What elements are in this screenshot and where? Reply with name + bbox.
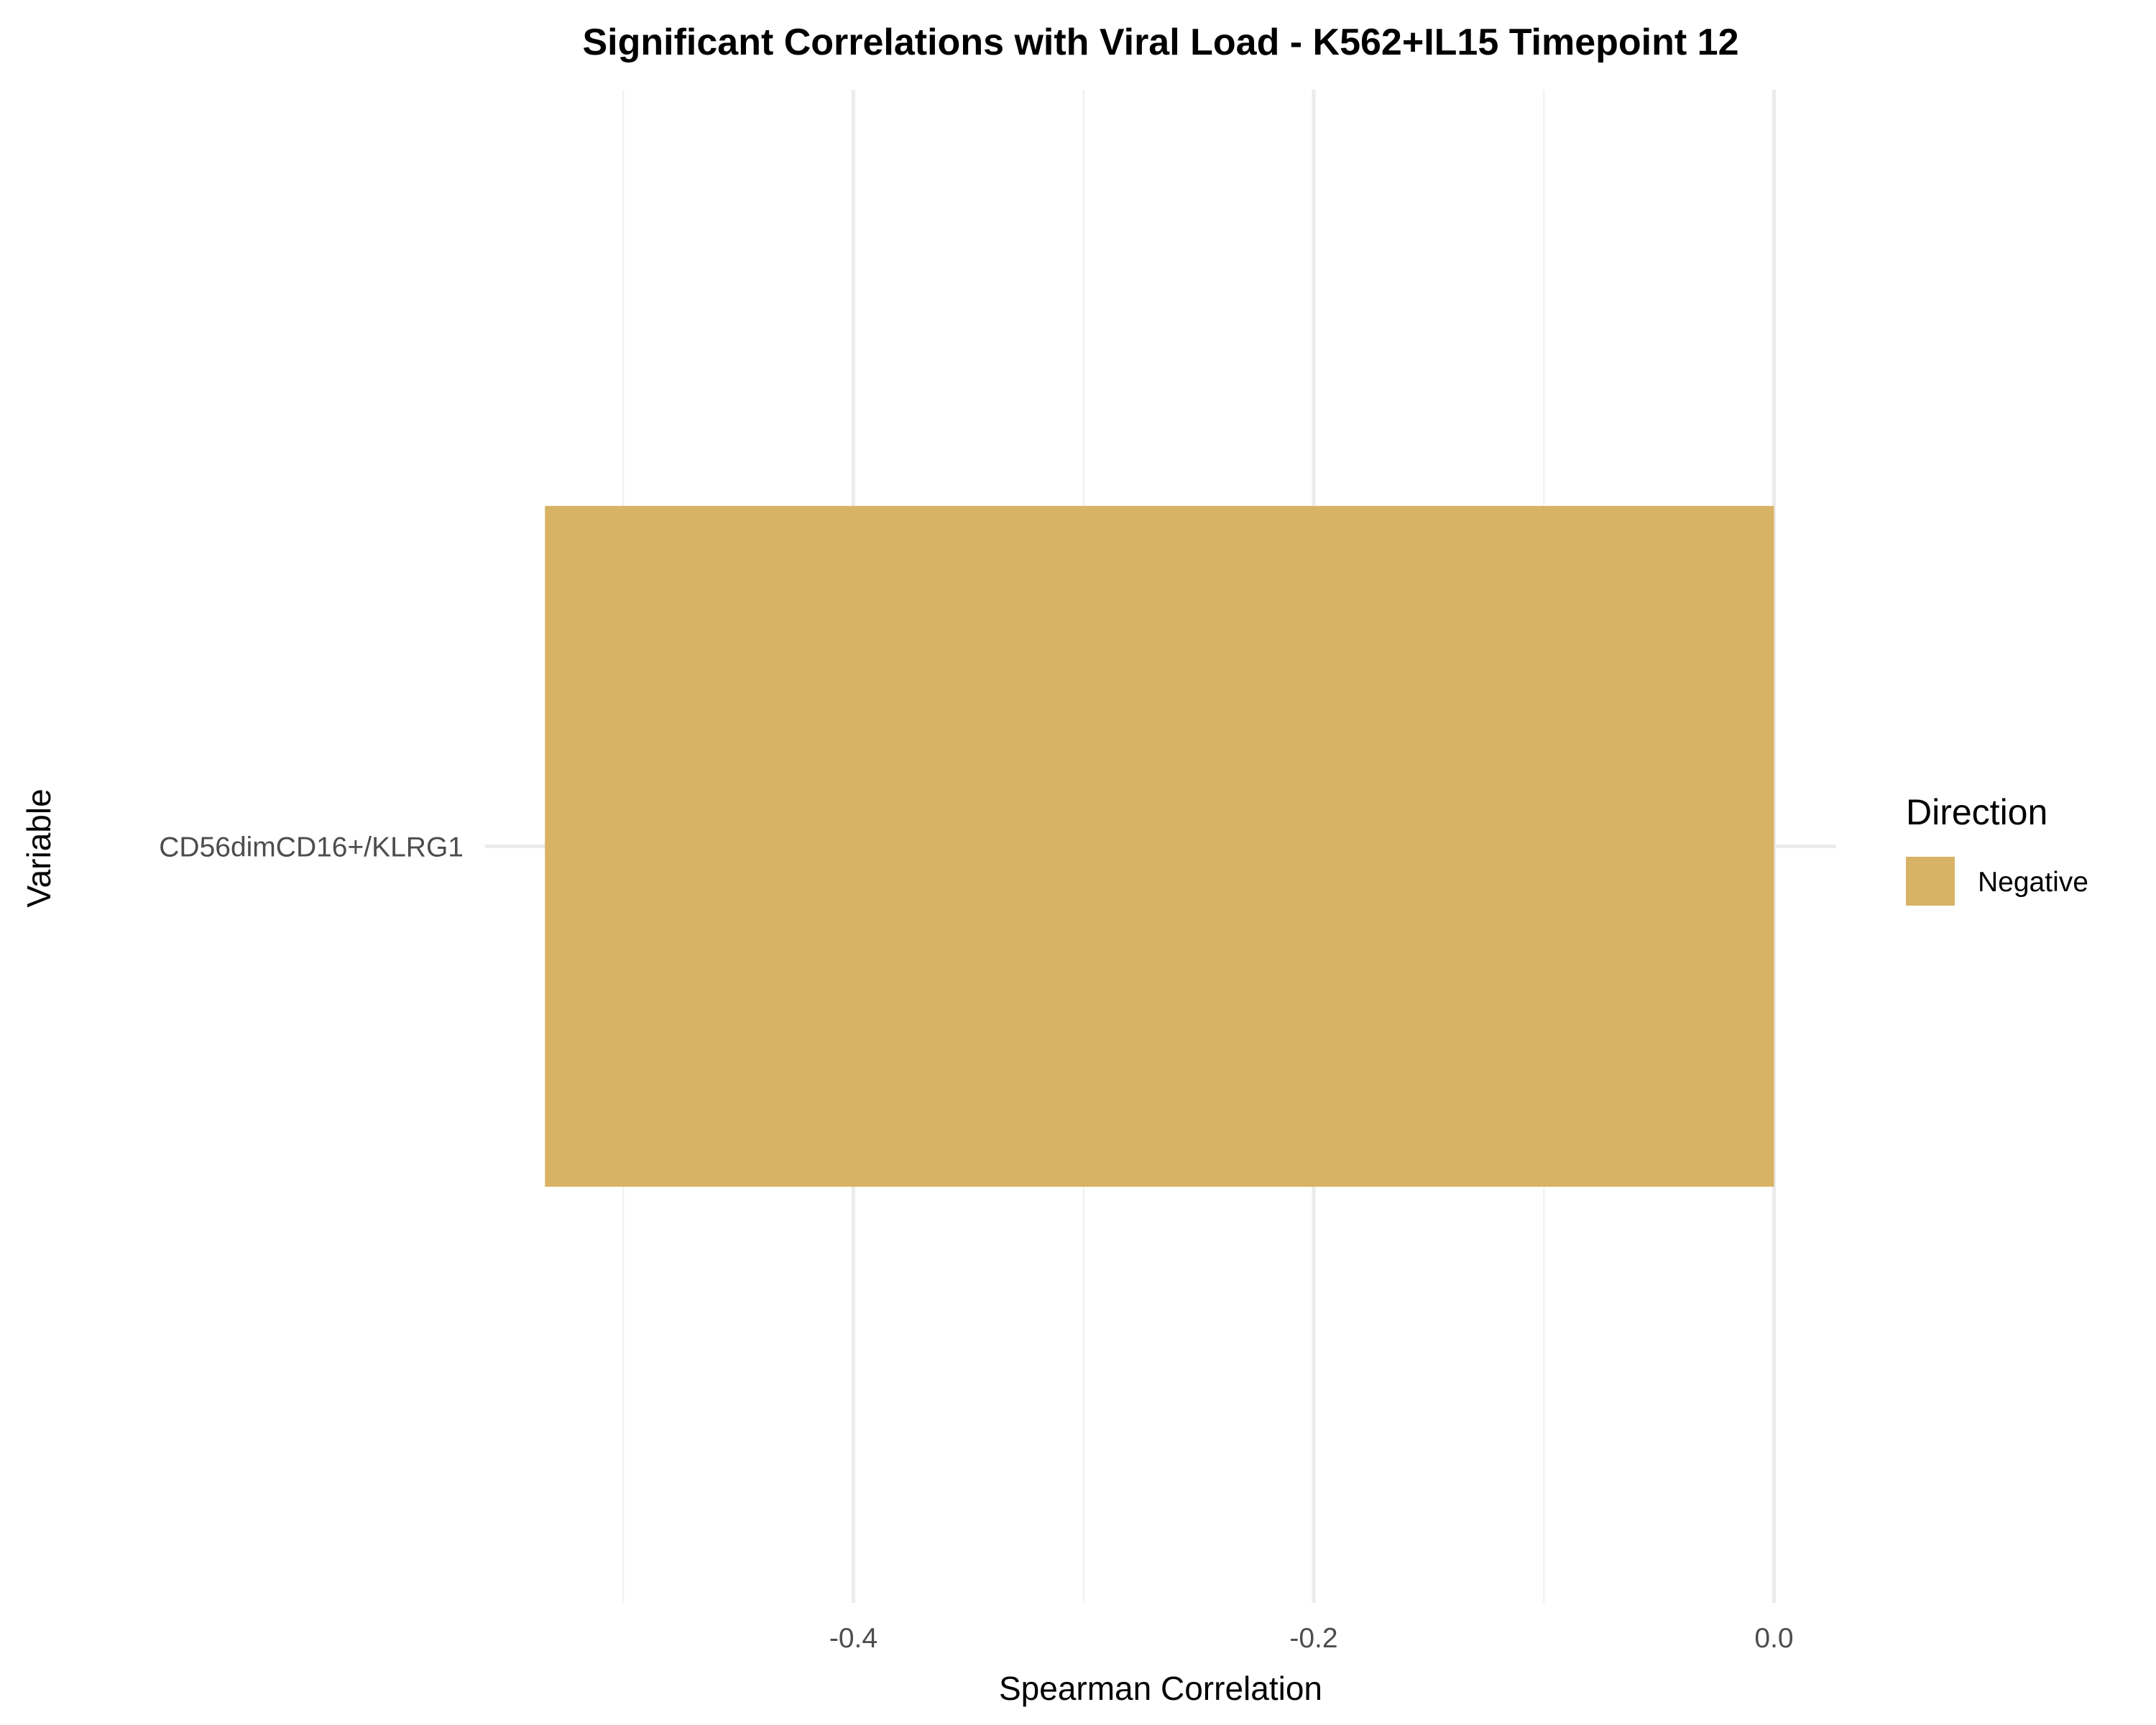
legend: Direction Negative [1906,792,2088,906]
x-axis-title: Spearman Correlation [999,1670,1322,1707]
bar-layer [545,505,1774,1187]
chart-title: Significant Correlations with Viral Load… [582,22,1738,63]
y-axis-title: Variable [20,788,57,907]
legend-swatch [1906,857,1955,906]
legend-entries: Negative [1906,857,2088,906]
x-tick-label: -0.4 [829,1623,877,1654]
tick-layer: -0.4 -0.2 0.0 CD56dimCD16+/KLRG1 [159,832,1793,1655]
legend-label: Negative [1978,867,2088,898]
x-tick-label: 0.0 [1754,1623,1793,1654]
x-tick-label: -0.2 [1289,1623,1337,1654]
legend-title: Direction [1906,792,2047,832]
y-tick-label: CD56dimCD16+/KLRG1 [159,832,464,863]
bar-cd56dimcd16-klrg1 [545,505,1774,1187]
